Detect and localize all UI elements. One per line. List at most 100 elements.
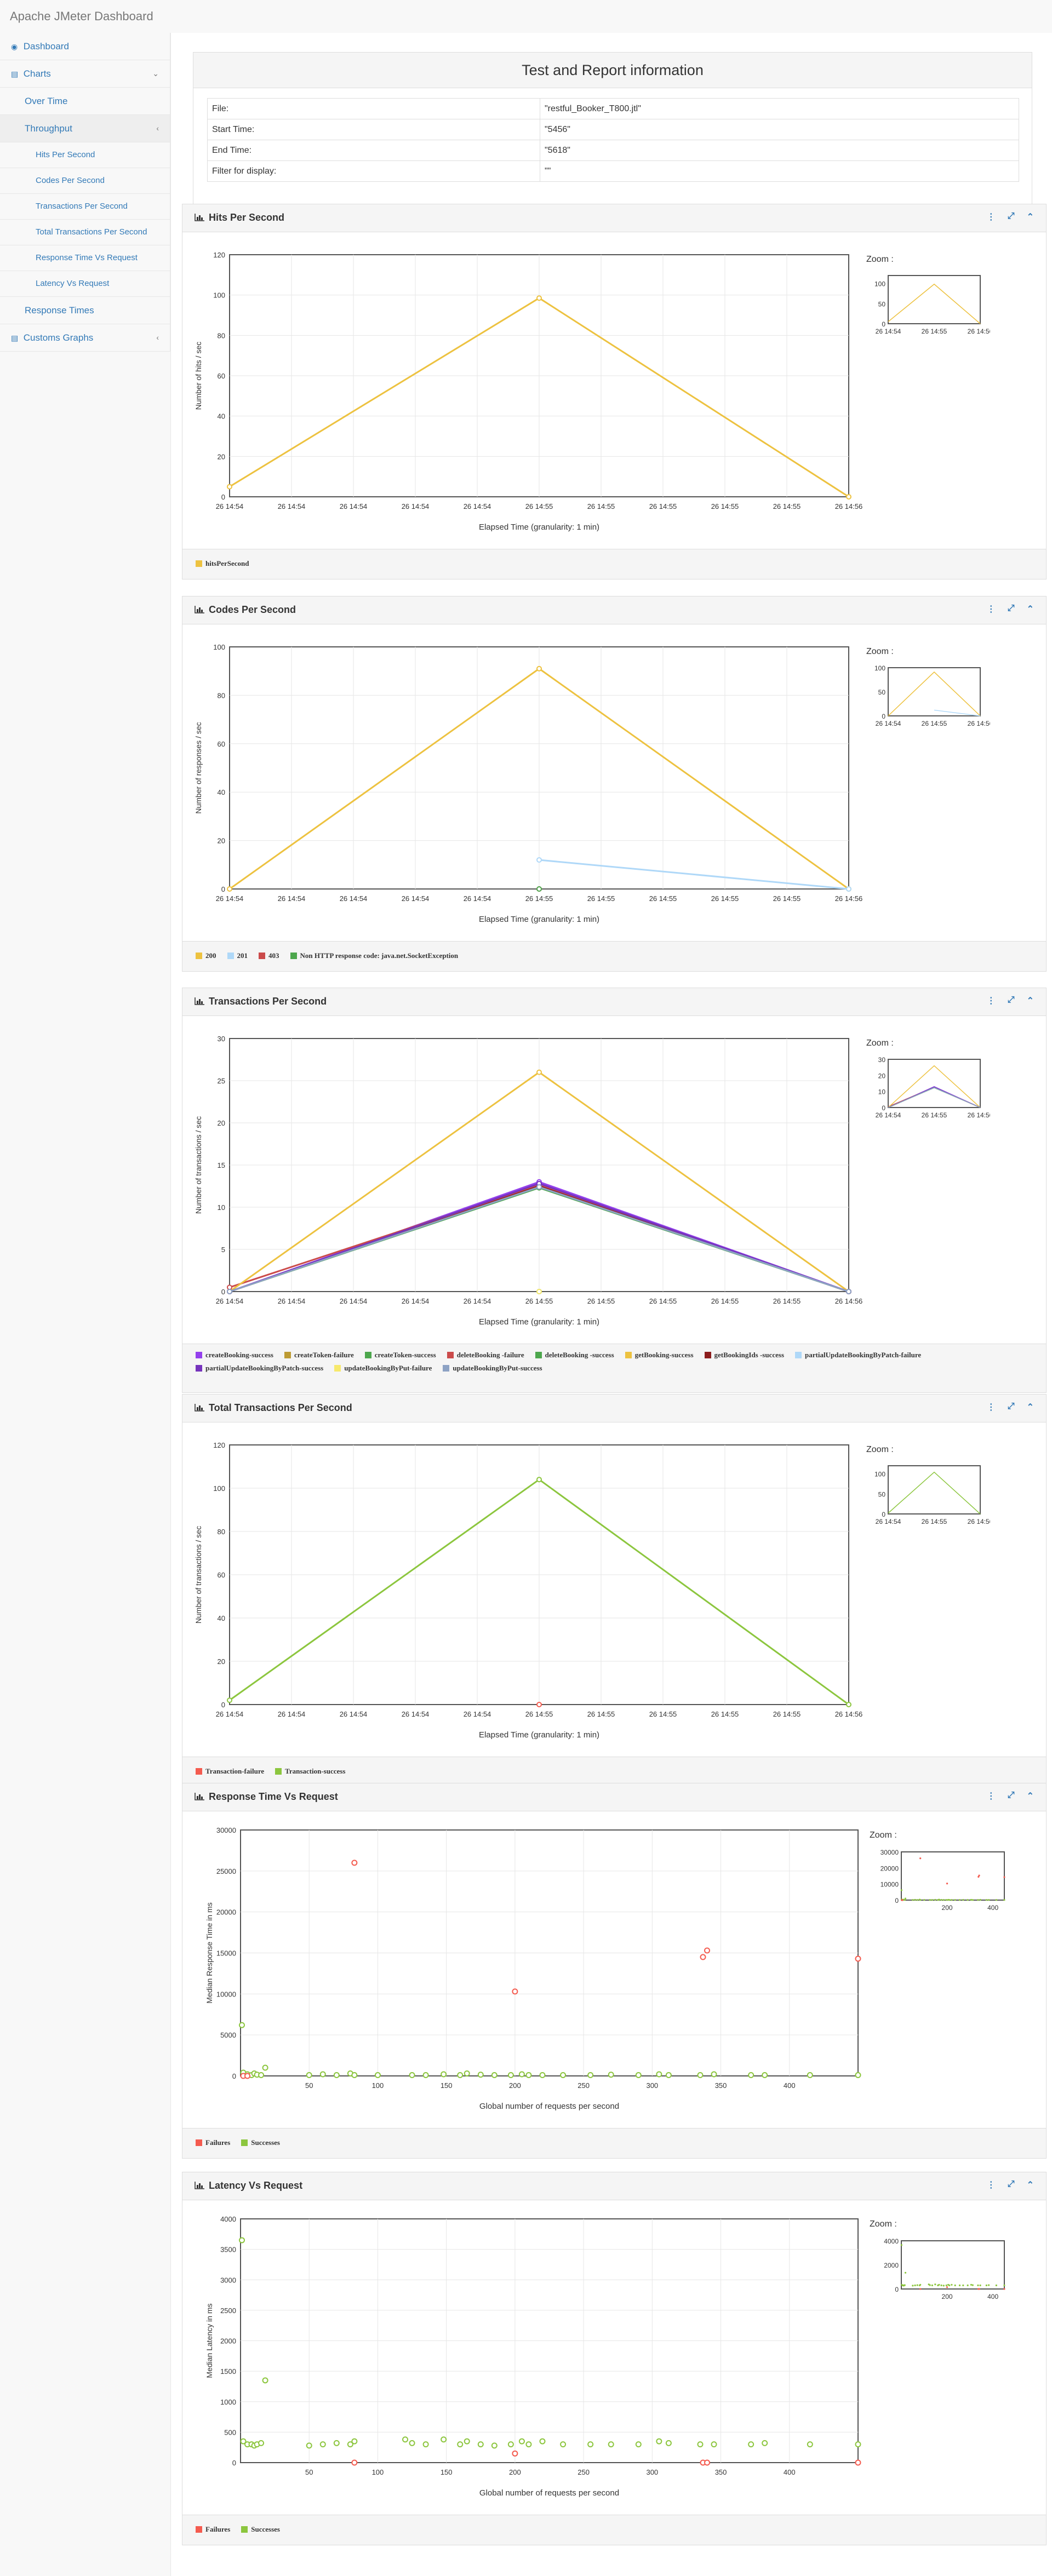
zoom-data-point: [912, 1899, 913, 1901]
legend-item[interactable]: partialUpdateBookingByPatch-success: [196, 1364, 323, 1373]
sidebar-item-customs-graphs[interactable]: ▤ Customs Graphs ‹: [0, 324, 170, 352]
sidebar-item-codes-per-second[interactable]: Codes Per Second: [0, 168, 170, 194]
data-point: [465, 2439, 470, 2444]
zoom-y-tick: 0: [882, 1511, 885, 1518]
zoom-data-point: [1003, 2285, 1005, 2286]
brand-title[interactable]: Apache JMeter Dashboard: [10, 9, 153, 24]
y-tick-label: 5: [221, 1246, 225, 1254]
zoom-data-point: [988, 1899, 990, 1901]
legend-item[interactable]: createToken-success: [365, 1351, 436, 1359]
collapse-icon[interactable]: ⌃: [1027, 1402, 1034, 1413]
chevron-down-icon: ⌄: [152, 60, 159, 87]
sidebar-item-response-time-vs-request[interactable]: Response Time Vs Request: [0, 245, 170, 271]
legend-item[interactable]: deleteBooking -success: [535, 1351, 614, 1359]
y-tick-label: 100: [213, 1484, 225, 1493]
data-point: [492, 2073, 497, 2078]
legend-item[interactable]: deleteBooking -failure: [447, 1351, 524, 1359]
expand-icon[interactable]: ⤢: [1008, 995, 1015, 1006]
options-menu-icon[interactable]: ⋮: [987, 995, 996, 1006]
y-tick-label: 2000: [220, 2337, 236, 2345]
zoom-x-tick: 200: [942, 2293, 953, 2300]
expand-icon[interactable]: ⤢: [1008, 604, 1015, 615]
sidebar-item-throughput[interactable]: Throughput ‹: [0, 115, 170, 142]
y-tick-label: 0: [232, 2459, 236, 2467]
expand-icon[interactable]: ⤢: [1008, 211, 1015, 222]
legend-item[interactable]: createBooking-success: [196, 1351, 273, 1359]
sidebar-item-latency-vs-request[interactable]: Latency Vs Request: [0, 271, 170, 297]
bar-chart-icon: [195, 214, 204, 221]
sidebar-item-total-transactions[interactable]: Total Transactions Per Second: [0, 220, 170, 245]
legend-item[interactable]: Successes: [241, 2525, 280, 2534]
options-menu-icon[interactable]: ⋮: [987, 1791, 996, 1802]
info-value: "5456": [540, 119, 1019, 140]
data-point: [227, 1698, 232, 1702]
sidebar-item-response-times[interactable]: Response Times: [0, 297, 170, 324]
options-menu-icon[interactable]: ⋮: [987, 1402, 996, 1413]
zoom-overview-chart[interactable]: 0 10 20 30 26 14:54 26 14:55 26 14:56: [864, 1053, 990, 1129]
sidebar-item-charts[interactable]: ▤ Charts ⌄: [0, 60, 170, 88]
legend-item[interactable]: Successes: [241, 2138, 280, 2147]
legend-item[interactable]: updateBookingByPut-failure: [334, 1364, 432, 1373]
legend-swatch: [284, 1352, 291, 1358]
y-axis-label: Number of transactions / sec: [194, 1526, 203, 1623]
table-row: Start Time: "5456": [208, 119, 1019, 140]
collapse-icon[interactable]: ⌃: [1027, 1791, 1034, 1802]
legend-item[interactable]: hitsPerSecond: [196, 559, 249, 568]
legend-item[interactable]: getBookingIds -success: [705, 1351, 785, 1359]
legend-item[interactable]: getBooking-success: [625, 1351, 694, 1359]
zoom-y-tick: 0: [895, 1897, 899, 1904]
legend-item[interactable]: updateBookingByPut-success: [443, 1364, 542, 1373]
zoom-overview-chart[interactable]: 0 50 100 26 14:54 26 14:55 26 14:56: [864, 661, 990, 738]
y-tick-label: 1500: [220, 2367, 236, 2376]
collapse-icon[interactable]: ⌃: [1027, 211, 1034, 222]
sidebar-item-dashboard[interactable]: ◉ Dashboard: [0, 33, 170, 60]
collapse-icon[interactable]: ⌃: [1027, 2179, 1034, 2190]
x-tick-label: 26 14:55: [525, 894, 553, 903]
y-tick-label: 100: [213, 291, 225, 300]
options-menu-icon[interactable]: ⋮: [987, 2179, 996, 2190]
legend-item[interactable]: partialUpdateBookingByPatch-failure: [795, 1351, 921, 1359]
panel-hits: Hits Per Second ⋮ ⤢ ⌃ 0 20 40 60 80 100 120 Number …: [182, 204, 1047, 580]
legend-item[interactable]: Transaction-failure: [196, 1767, 264, 1776]
expand-icon[interactable]: ⤢: [1008, 1791, 1015, 1802]
expand-icon[interactable]: ⤢: [1008, 1402, 1015, 1413]
collapse-icon[interactable]: ⌃: [1027, 995, 1034, 1006]
panel-title: Hits Per Second: [209, 212, 284, 223]
data-point: [537, 667, 541, 671]
legend-swatch: [625, 1352, 632, 1358]
options-menu-icon[interactable]: ⋮: [987, 604, 996, 615]
legend-item[interactable]: 201: [227, 951, 248, 960]
collapse-icon[interactable]: ⌃: [1027, 604, 1034, 615]
options-menu-icon[interactable]: ⋮: [987, 211, 996, 222]
sidebar-item-transactions-per-second[interactable]: Transactions Per Second: [0, 194, 170, 220]
x-tick-label: 400: [784, 2081, 796, 2090]
legend-swatch: [290, 953, 297, 959]
zoom-overview-chart[interactable]: 0 10000 20000 30000 200 400: [867, 1845, 1015, 1922]
expand-icon[interactable]: ⤢: [1008, 2179, 1015, 2190]
panel-toolbar: ⋮ ⤢ ⌃: [987, 211, 1034, 222]
zoom-overview-chart[interactable]: 0 2000 4000 200 400: [867, 2234, 1015, 2311]
legend-item[interactable]: Failures: [196, 2525, 230, 2534]
legend-item[interactable]: 200: [196, 951, 216, 960]
zoom-data-point: [996, 1899, 997, 1901]
legend-item[interactable]: Failures: [196, 2138, 230, 2147]
zoom-overview-chart[interactable]: 0 50 100 26 14:54 26 14:55 26 14:56: [864, 269, 990, 346]
legend-item[interactable]: createToken-failure: [284, 1351, 354, 1359]
info-label: File:: [208, 99, 540, 119]
sidebar-item-over-time[interactable]: Over Time: [0, 88, 170, 115]
legend-item[interactable]: 403: [259, 951, 279, 960]
x-tick-label: 26 14:54: [464, 894, 491, 903]
legend-item[interactable]: Transaction-success: [275, 1767, 345, 1776]
sidebar-item-hits-per-second[interactable]: Hits Per Second: [0, 142, 170, 168]
panel-title: Transactions Per Second: [209, 996, 327, 1007]
x-tick-label: 26 14:56: [835, 894, 863, 903]
x-tick-label: 400: [784, 2468, 796, 2476]
legend-item[interactable]: Non HTTP response code: java.net.SocketE…: [290, 951, 459, 960]
legend-swatch: [196, 953, 202, 959]
legend-label: hitsPerSecond: [205, 559, 249, 568]
data-point: [441, 2072, 446, 2077]
zoom-data-point: [929, 2284, 931, 2286]
data-point: [403, 2437, 408, 2442]
zoom-overview-chart[interactable]: 0 50 100 26 14:54 26 14:55 26 14:56: [864, 1459, 990, 1536]
sidebar-item-label: Charts: [24, 68, 51, 79]
